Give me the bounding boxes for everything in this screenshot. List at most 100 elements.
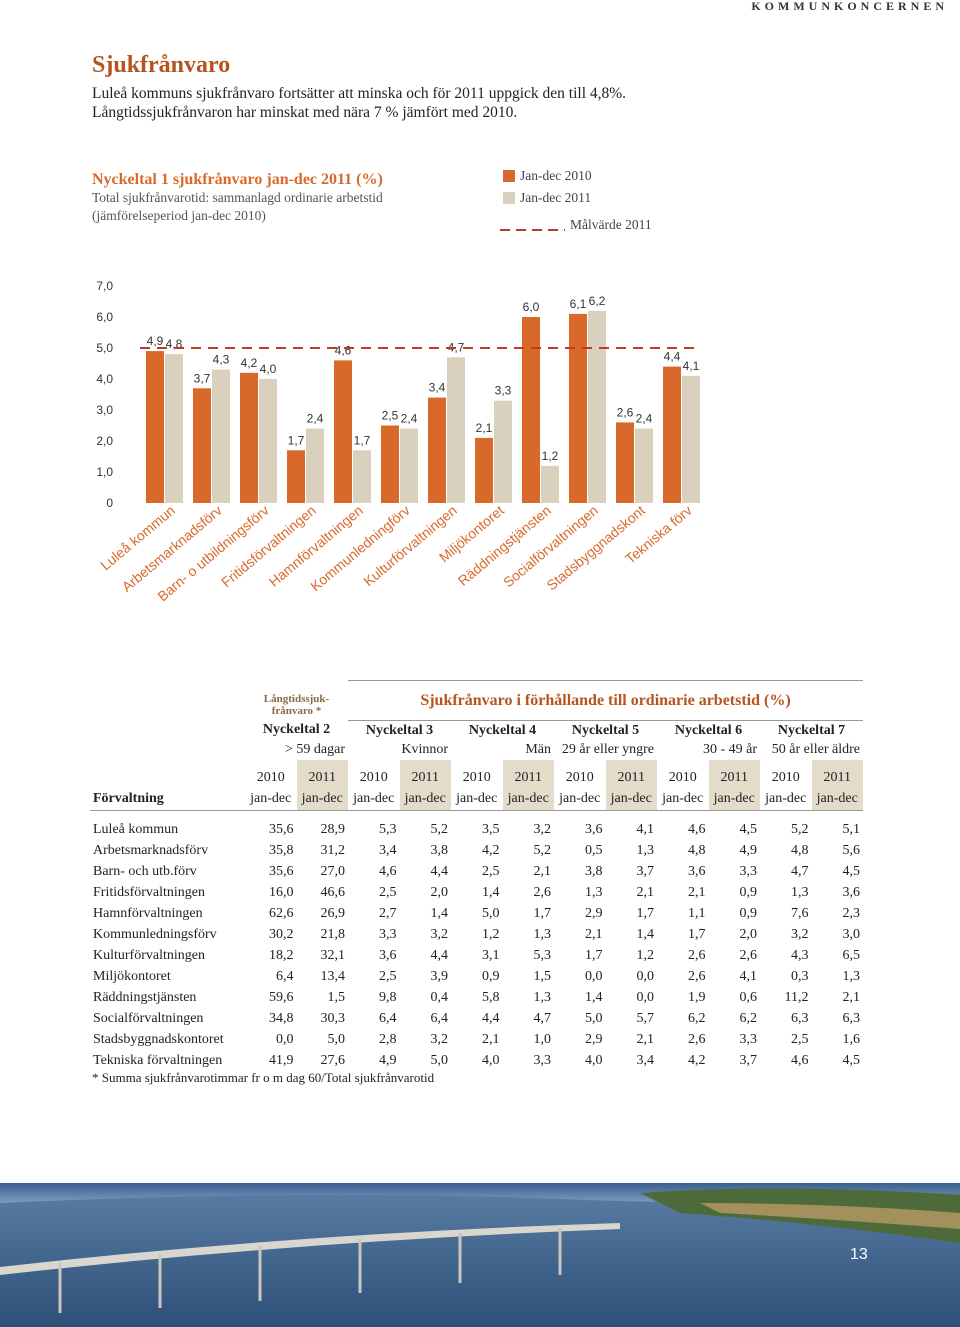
table-cell: 4,4 — [430, 947, 449, 963]
legend-label: Målvärde 2011 — [570, 217, 652, 232]
table-cell: 5,1 — [842, 821, 861, 837]
year-header: 2011 — [811, 760, 863, 788]
value-label: 2,1 — [476, 421, 493, 435]
table-cell: 2,5 — [379, 968, 397, 984]
y-tick-label: 5,0 — [96, 341, 113, 355]
table-cell: 3,3 — [379, 926, 397, 942]
table-cell: 5,2 — [791, 821, 809, 837]
harbor — [700, 1203, 960, 1229]
measure-name: Nyckeltal 6 — [674, 722, 743, 738]
table-cell: 30,3 — [320, 1010, 346, 1026]
table-row: Tekniska förvaltningen 41,9 27,6 4,9 5,0 4,0 3… — [90, 1050, 863, 1071]
bar — [475, 437, 493, 503]
intro-line: Luleå kommuns sjukfrånvaro fortsätter at… — [92, 85, 627, 102]
year-header: 2010 — [256, 770, 285, 785]
group-header-line: frånvaro * — [271, 704, 322, 717]
table-cell: 2,8 — [379, 1031, 397, 1047]
table-cell: 1,6 — [842, 1031, 861, 1047]
table-cell: 3,6 — [585, 821, 603, 837]
table-cell: 2,5 — [379, 884, 397, 900]
table-cell: 0,4 — [430, 989, 449, 1005]
period-header: jan-dec — [811, 788, 863, 811]
bar — [165, 354, 183, 503]
table-cell: 1,4 — [636, 926, 655, 942]
table-cell: 2,9 — [585, 905, 603, 921]
period-header: jan-dec — [502, 788, 554, 811]
bar — [353, 450, 371, 503]
table-cell: 6,3 — [842, 1010, 861, 1026]
table-cell: 0,0 — [636, 989, 655, 1005]
table-cell: 2,6 — [688, 1031, 706, 1047]
measure-name: Nyckeltal 3 — [365, 722, 434, 738]
period-header: jan-dec — [399, 788, 451, 811]
period-header: jan-dec — [348, 788, 400, 811]
table-cell: 3,7 — [636, 863, 655, 879]
group-header: Långtidssjuk-frånvaro * — [245, 681, 348, 721]
table-cell: 4,7 — [791, 863, 809, 879]
table-cell: 5,8 — [482, 989, 500, 1005]
row-label: Luleå kommun — [93, 821, 179, 837]
table-row: Socialförvaltningen 34,8 30,3 6,4 6,4 4,4 4,7 5… — [90, 1008, 863, 1029]
table-cell: 4,6 — [379, 863, 397, 879]
table-row: Luleå kommun 35,6 28,9 5,3 5,2 3,5 3,2 3,6 4,1 4,… — [90, 811, 863, 841]
value-label: 6,0 — [523, 300, 540, 314]
bar — [212, 369, 230, 503]
table-cell: 5,3 — [533, 947, 552, 963]
bar — [259, 379, 277, 503]
chart-subtitle: (jämförelseperiod jan-dec 2010) — [92, 208, 266, 223]
empty-cell — [90, 721, 245, 741]
bar — [663, 366, 681, 503]
table-cell: 35,8 — [269, 842, 294, 858]
y-tick-label: 4,0 — [96, 372, 113, 386]
bar — [287, 450, 305, 503]
chart-title: Nyckeltal 1 sjukfrånvaro jan-dec 2011 (%… — [92, 171, 383, 188]
table-cell: 31,2 — [320, 842, 346, 858]
year-header: 2010 — [565, 770, 594, 785]
table-cell: 4,0 — [585, 1052, 603, 1068]
period-header: jan-dec — [245, 788, 297, 811]
measure-sub-row: > 59 dagar Kvinnor Män 29 år eller yngre 30 … — [90, 740, 863, 760]
table-cell: 3,8 — [585, 863, 603, 879]
table-cell: 5,0 — [585, 1010, 603, 1026]
table-cell: 5,3 — [379, 821, 397, 837]
data-table: Långtidssjuk-frånvaro * Sjukfrånvaro i fö… — [90, 680, 863, 1071]
footnote: * Summa sjukfrånvarotimmar fr o m dag 60… — [92, 1070, 435, 1085]
table-cell: 7,6 — [791, 905, 809, 921]
row-label: Kulturförvaltningen — [93, 947, 205, 963]
row-label: Tekniska förvaltningen — [93, 1052, 223, 1068]
table-cell: 3,4 — [636, 1052, 655, 1068]
table-cell: 4,6 — [688, 821, 706, 837]
table-row: Barn- och utb.förv 35,6 27,0 4,6 4,4 2,5 2,1 3,… — [90, 861, 863, 882]
table-cell: 3,8 — [430, 842, 449, 858]
table-cell: 59,6 — [269, 989, 294, 1005]
measure-name: Nyckeltal 2 — [262, 722, 331, 738]
table-cell: 3,9 — [430, 968, 449, 984]
table-cell: 3,3 — [739, 1031, 758, 1047]
row-label: Räddningstjänsten — [93, 989, 197, 1005]
table-cell: 1,3 — [636, 842, 655, 858]
value-label: 4,4 — [664, 350, 681, 364]
table-cell: 32,1 — [320, 947, 346, 963]
table-cell: 6,5 — [842, 947, 861, 963]
table-cell: 9,8 — [379, 989, 397, 1005]
value-label: 2,5 — [382, 409, 399, 423]
measure-sub: Män — [525, 742, 551, 757]
table-cell: 2,9 — [585, 1031, 603, 1047]
value-label: 2,4 — [401, 412, 418, 426]
row-label: Fritidsförvaltningen — [93, 884, 205, 900]
measure-name: Nyckeltal 7 — [777, 722, 846, 738]
table-cell: 4,8 — [688, 842, 706, 858]
y-tick-label: 3,0 — [96, 403, 113, 417]
value-label: 6,1 — [570, 297, 587, 311]
table-cell: 3,1 — [482, 947, 500, 963]
table-cell: 1,4 — [585, 989, 603, 1005]
table-cell: 27,6 — [320, 1052, 346, 1068]
chart-subtitle: Total sjukfrånvarotid: sammanlagd ordina… — [92, 190, 383, 205]
table-cell: 3,3 — [533, 1052, 552, 1068]
table-cell: 27,0 — [320, 863, 346, 879]
table-cell: 4,3 — [791, 947, 809, 963]
table-cell: 0,9 — [739, 905, 758, 921]
y-tick-label: 2,0 — [96, 434, 113, 448]
period-row: Förvaltning jan-dec jan-dec jan-dec jan-dec j… — [90, 788, 863, 811]
legend-label: Jan-dec 2011 — [520, 190, 591, 205]
